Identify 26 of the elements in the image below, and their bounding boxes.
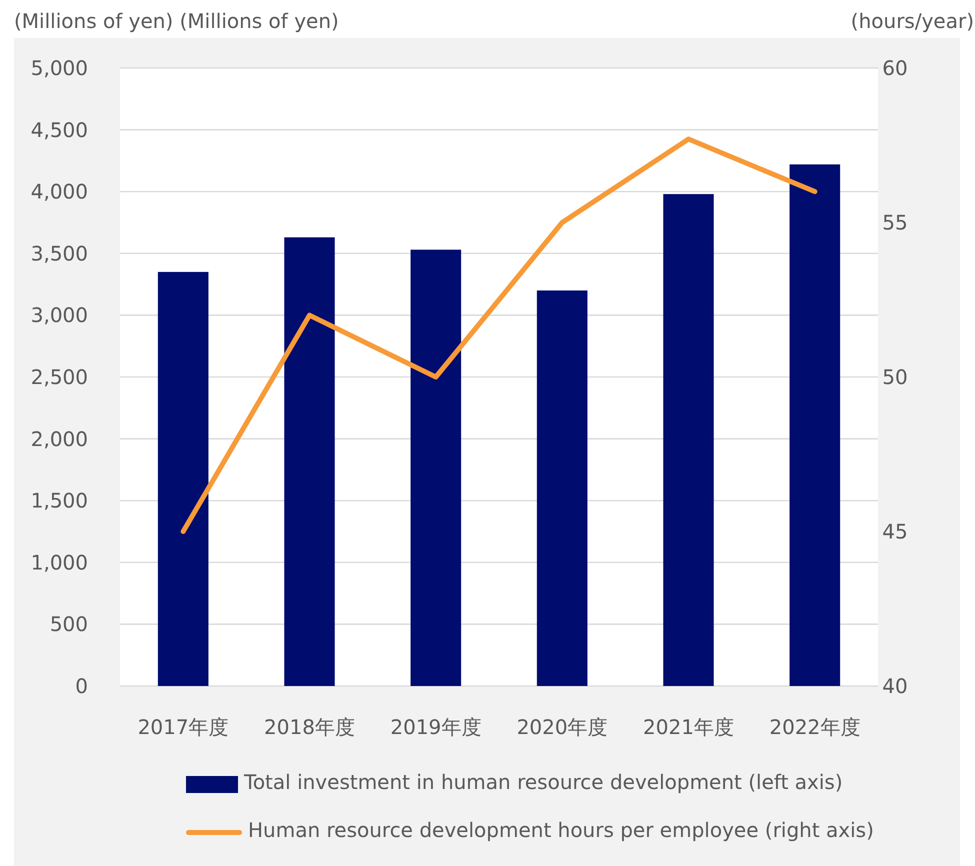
legend-text: Total investment in human resource development (left axis) bbox=[244, 770, 843, 794]
y-tick: 2,500 bbox=[30, 365, 88, 389]
y-tick: 0 bbox=[75, 674, 88, 698]
y-tick: 1,000 bbox=[30, 550, 88, 574]
y-tick: 4,500 bbox=[30, 118, 88, 142]
y-tick: 2,000 bbox=[30, 426, 88, 451]
x-tick: 2022年度 bbox=[769, 715, 860, 739]
y-tick: 1,500 bbox=[30, 488, 88, 513]
y-tick: 3,000 bbox=[30, 303, 88, 328]
x-tick: 2021年度 bbox=[643, 715, 734, 739]
y-tick: 3,500 bbox=[30, 241, 88, 266]
y2-tick: 40 bbox=[882, 674, 908, 698]
y2-tick: 60 bbox=[882, 56, 908, 80]
x-tick: 2019年度 bbox=[390, 715, 482, 739]
y2-tick: 50 bbox=[882, 365, 908, 389]
ylabel: (Millions of yen) (Millions of yen) bbox=[14, 9, 339, 33]
y2-tick: 45 bbox=[882, 520, 908, 544]
x-tick: 2017年度 bbox=[138, 715, 229, 739]
legend-text: Human resource development hours per employee (right axis) bbox=[248, 818, 874, 842]
x-tick: 2020年度 bbox=[516, 715, 608, 739]
y-tick: 4,000 bbox=[30, 180, 88, 204]
y2-tick: 55 bbox=[882, 210, 908, 234]
x-tick: 2018年度 bbox=[264, 715, 355, 739]
y-tick: 500 bbox=[50, 612, 88, 636]
y-tick: 5,000 bbox=[30, 56, 88, 80]
y2label: (hours/year) bbox=[850, 9, 974, 33]
